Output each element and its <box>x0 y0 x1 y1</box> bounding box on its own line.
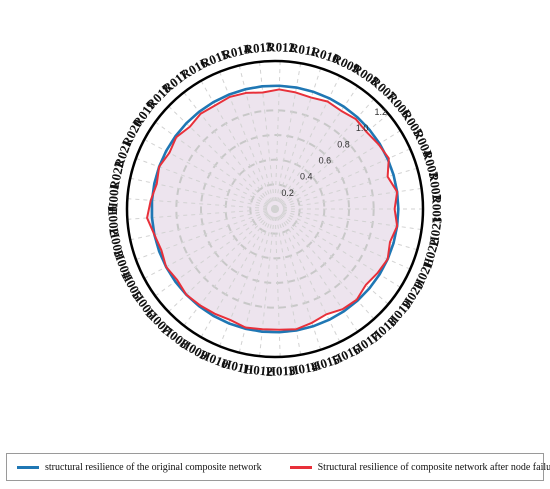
legend-swatch-after-failure <box>289 465 312 469</box>
category-label: H011 <box>220 355 252 377</box>
category-label: R022 <box>106 160 127 191</box>
radial-tick-label: 1.0 <box>356 123 369 133</box>
category-label: H002 <box>105 205 122 236</box>
category-label: R014 <box>220 41 252 63</box>
outer-frame <box>125 59 425 359</box>
legend-item-after-failure: Structural resilience of composite netwo… <box>282 462 550 473</box>
legend-label-after-failure: Structural resilience of composite netwo… <box>317 461 550 473</box>
radial-tick-label: 0.6 <box>319 155 332 165</box>
radial-tick-label: 1.2 <box>374 107 387 117</box>
radial-tick-label: 0.2 <box>281 188 294 198</box>
radial-tick-label: 0.4 <box>300 172 313 182</box>
series-line-after-failure <box>146 88 399 331</box>
category-label: H003 <box>106 227 127 260</box>
legend-swatch-original <box>17 465 39 469</box>
category-label: H023 <box>426 215 445 247</box>
category-label: H001 <box>105 182 122 213</box>
category-label: H012 <box>243 361 274 379</box>
radial-tick-label: 0.8 <box>337 139 350 149</box>
legend-label-original: structural resilience of the original co… <box>45 461 262 473</box>
category-label: R001 <box>430 195 445 224</box>
radar-chart: 0.2 0.4 0.6 0.8 1.0 1.2 R001 R002 R003 R004 R005 R… <box>105 39 445 379</box>
category-label: R013 <box>243 39 274 57</box>
chart-legend: structural resilience of the original co… <box>6 453 550 481</box>
category-label: H013 <box>266 363 297 379</box>
category-label: R002 <box>426 171 445 202</box>
category-label: R011 <box>288 40 318 60</box>
category-label: H014 <box>287 358 319 378</box>
category-label: R012 <box>266 39 295 55</box>
radar-chart-svg: 0.20.40.60.81.01.2 R001R002R003R004R005R… <box>105 39 445 379</box>
legend-item-original: structural resilience of the original co… <box>9 462 262 473</box>
series-line-original <box>150 84 400 334</box>
